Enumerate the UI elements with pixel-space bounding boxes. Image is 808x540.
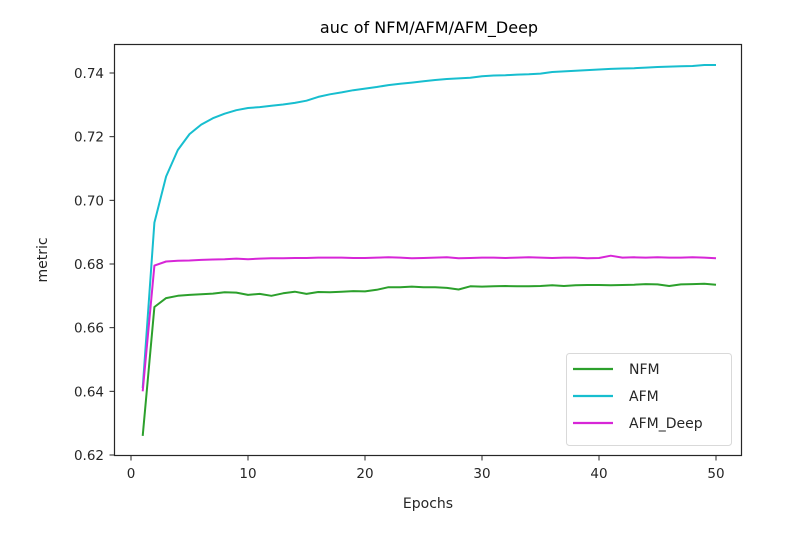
x-tick-label: 40 [590,466,607,482]
chart-title: auc of NFM/AFM/AFM_Deep [320,18,538,38]
y-tick-label: 0.70 [74,193,104,209]
y-tick-label: 0.64 [74,384,104,400]
y-axis-label: metric [35,237,51,282]
legend: NFM AFM AFM_Deep [566,353,732,446]
x-tick-label: 0 [127,466,136,482]
x-axis-ticks: 0 10 20 30 40 50 [127,455,725,482]
x-tick-label: 50 [707,466,724,482]
x-tick-label: 10 [239,466,256,482]
x-tick-label: 20 [356,466,373,482]
series-line-afm [141,64,716,389]
x-axis-label: Epochs [403,496,453,512]
legend-label-afm-deep: AFM_Deep [629,416,703,432]
y-tick-label: 0.72 [74,130,104,146]
y-tick-label: 0.68 [74,257,104,273]
legend-label-nfm: NFM [629,362,660,378]
y-tick-label: 0.62 [74,448,104,464]
y-tick-label: 0.74 [74,66,104,82]
series-line-nfm [141,282,717,436]
legend-label-afm: AFM [629,389,659,405]
y-tick-label: 0.66 [74,321,104,337]
series-line-afm-deep [141,254,717,392]
y-axis-ticks: 0.62 0.64 0.66 0.68 0.70 0.72 0.74 [74,66,115,464]
x-tick-label: 30 [473,466,490,482]
axes-frame [113,43,743,457]
plot-lines [141,64,717,436]
